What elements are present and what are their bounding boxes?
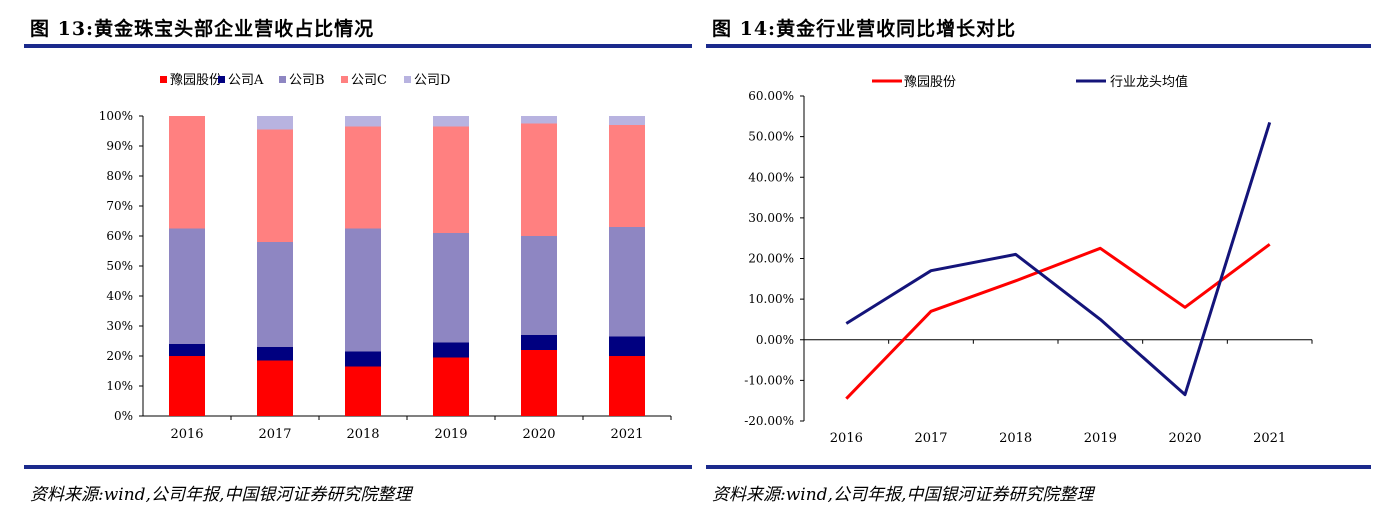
legend-label: 豫园股份 <box>904 75 956 90</box>
bar-segment-2021-series-3 <box>609 227 645 337</box>
y-tick-label: 80% <box>106 169 133 183</box>
y-tick-label: 30% <box>106 319 133 333</box>
legend-label: 公司C <box>351 73 387 88</box>
y-tick-label: 10% <box>106 379 133 393</box>
bar-segment-2021-series-1 <box>609 356 645 416</box>
bar-segment-2021-series-5 <box>609 116 645 125</box>
bar-segment-2018-series-5 <box>345 116 381 127</box>
y-tick-label: 60.00% <box>748 89 794 103</box>
figure-13-panel: 图 13:黄金珠宝头部企业营收占比情况 0% 10% 20% 30% 40% 50% 60%… <box>24 0 692 524</box>
legend-swatch <box>279 76 286 83</box>
bar-segment-2019-series-1 <box>433 357 469 416</box>
line-chart: -20.00% -10.00% 0.00% 10.00% 20.00% 30.00% 40.… <box>744 74 1313 446</box>
bar-segment-2017-series-2 <box>257 347 293 361</box>
legend-label: 行业龙头均值 <box>1110 74 1188 90</box>
bar-segment-2018-series-3 <box>345 228 381 352</box>
bar-segment-2019-series-2 <box>433 342 469 358</box>
y-tick-label: 70% <box>106 199 133 213</box>
bar-segment-2017-series-3 <box>257 242 293 347</box>
x-tick-label: 2018 <box>346 427 379 442</box>
bar-segment-2020-series-2 <box>521 335 557 350</box>
y-tick-label: -20.00% <box>744 414 794 428</box>
figure-14-title: 图 14:黄金行业营收同比增长对比 <box>712 18 1017 40</box>
y-tick-label: 30.00% <box>748 211 794 225</box>
legend-swatch <box>404 76 411 83</box>
legend-label: 豫园股份 <box>170 73 222 88</box>
bar-segment-2016-series-3 <box>169 228 205 344</box>
bar-segment-2018-series-1 <box>345 366 381 416</box>
bar-segment-2020-series-5 <box>521 116 557 124</box>
x-tick-label: 2017 <box>258 427 291 442</box>
figure-14-source: 资料来源:wind,公司年报,中国银河证券研究院整理 <box>712 485 1094 505</box>
bar-segment-2018-series-4 <box>345 126 381 229</box>
y-tick-label: 100% <box>99 109 133 123</box>
bar-segment-2019-series-5 <box>433 116 469 127</box>
figure-13-source: 资料来源:wind,公司年报,中国银河证券研究院整理 <box>30 485 412 505</box>
x-tick-label: 2016 <box>170 427 203 442</box>
y-tick-label: 50% <box>106 259 133 273</box>
figure-14-bottom-rule <box>706 465 1371 469</box>
y-tick-label: 0% <box>114 409 133 423</box>
y-tick-label: 50.00% <box>748 130 794 144</box>
legend-label: 公司A <box>228 73 264 88</box>
x-tick-label: 2019 <box>1084 431 1117 446</box>
legend-swatch <box>341 76 348 83</box>
bar-segment-2019-series-4 <box>433 126 469 233</box>
bar-segment-2017-series-4 <box>257 129 293 242</box>
series-line-1 <box>845 243 1271 400</box>
bar-segment-2017-series-5 <box>257 116 293 130</box>
y-tick-label: -10.00% <box>744 373 794 387</box>
x-tick-label: 2016 <box>830 431 863 446</box>
y-tick-label: 60% <box>106 229 133 243</box>
series-line-2 <box>845 121 1272 397</box>
legend-swatch <box>160 76 167 83</box>
bar-segment-2021-series-4 <box>609 125 645 227</box>
figure-13-bottom-rule <box>24 465 692 469</box>
bar-segment-2016-series-4 <box>169 116 205 229</box>
y-tick-label: 0.00% <box>756 333 794 347</box>
stacked-bar-chart: 0% 10% 20% 30% 40% 50% 60% 70% 80% 90% 100% 2016 201… <box>99 73 672 442</box>
bar-segment-2021-series-2 <box>609 336 645 356</box>
bar-segment-2020-series-4 <box>521 123 557 236</box>
bar-segment-2017-series-1 <box>257 360 293 416</box>
figure-13-top-rule <box>24 44 692 48</box>
x-tick-label: 2017 <box>914 431 947 446</box>
bar-segment-2020-series-3 <box>521 236 557 335</box>
figure-13-title: 图 13:黄金珠宝头部企业营收占比情况 <box>30 18 375 40</box>
x-tick-label: 2020 <box>1168 431 1201 446</box>
bar-segment-2016-series-2 <box>169 344 205 356</box>
figure-14-panel: 图 14:黄金行业营收同比增长对比 -20.00% -10.00% 0.00% 10.… <box>706 0 1371 524</box>
bar-segment-2020-series-1 <box>521 350 557 416</box>
legend-label: 公司B <box>289 73 325 88</box>
bar-segment-2018-series-2 <box>345 351 381 367</box>
bar-segment-2019-series-3 <box>433 233 469 343</box>
legend-swatch <box>218 76 225 83</box>
y-tick-label: 20% <box>106 349 133 363</box>
x-tick-label: 2020 <box>522 427 555 442</box>
y-tick-label: 10.00% <box>748 292 794 306</box>
y-tick-label: 40.00% <box>748 170 794 184</box>
x-tick-label: 2019 <box>434 427 467 442</box>
legend-label: 公司D <box>414 73 450 88</box>
figure-14-top-rule <box>706 44 1371 48</box>
x-tick-label: 2018 <box>999 431 1032 446</box>
y-tick-label: 20.00% <box>748 252 794 266</box>
bar-segment-2016-series-1 <box>169 356 205 416</box>
y-tick-label: 90% <box>106 139 133 153</box>
x-tick-label: 2021 <box>610 427 643 442</box>
y-tick-label: 40% <box>106 289 133 303</box>
x-tick-label: 2021 <box>1253 431 1286 446</box>
